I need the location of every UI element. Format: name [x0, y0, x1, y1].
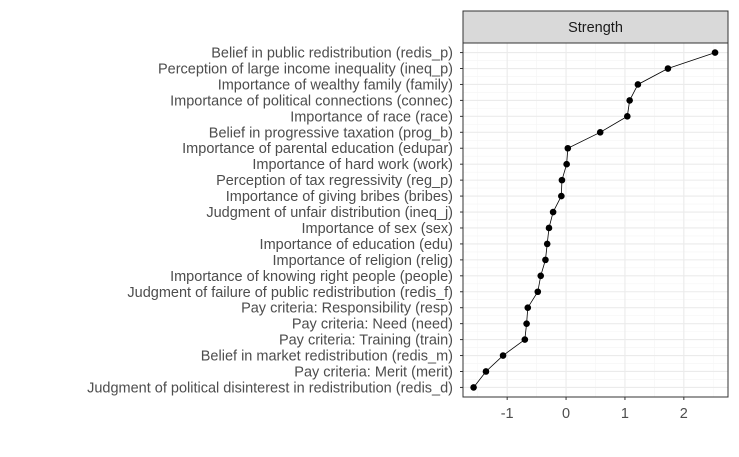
- y-tick-label: Importance of parental education (edupar…: [182, 141, 453, 157]
- y-tick-label: Pay criteria: Training (train): [279, 333, 453, 349]
- data-point: [624, 113, 631, 120]
- y-tick-label: Importance of political connections (con…: [170, 93, 453, 109]
- y-tick-label: Pay criteria: Merit (merit): [294, 364, 453, 380]
- x-tick-label: 2: [680, 406, 688, 422]
- panel-title: Strength: [568, 20, 623, 36]
- data-point: [549, 208, 557, 216]
- x-tick-label: 0: [562, 406, 570, 422]
- data-point: [563, 160, 570, 168]
- y-tick-label: Importance of wealthy family (family): [218, 77, 453, 93]
- y-axis-labels: Belief in public redistribution (redis_p…: [87, 46, 463, 396]
- data-point: [558, 176, 566, 184]
- data-point: [523, 320, 530, 327]
- y-tick-label: Importance of education (edu): [260, 237, 453, 253]
- data-point: [596, 128, 604, 136]
- y-tick-label: Importance of race (race): [290, 109, 453, 125]
- data-point: [524, 304, 532, 312]
- data-point: [470, 384, 477, 391]
- data-point: [558, 192, 565, 200]
- y-tick-label: Judgment of unfair distribution (ineq_j): [206, 205, 453, 221]
- y-tick-label: Belief in progressive taxation (prog_b): [209, 125, 453, 141]
- y-tick-label: Judgment of failure of public redistribu…: [127, 285, 453, 301]
- y-tick-label: Belief in public redistribution (redis_p…: [211, 46, 453, 62]
- y-tick-label: Importance of giving bribes (bribes): [226, 189, 453, 205]
- data-point: [499, 352, 507, 359]
- data-point: [482, 368, 490, 375]
- x-axis-labels: -1 0 1 2: [501, 397, 688, 422]
- series-line: [473, 52, 716, 388]
- data-point: [664, 65, 672, 72]
- data-point: [545, 224, 553, 232]
- grid: [463, 43, 728, 397]
- data-point: [543, 240, 551, 248]
- x-tick-label: 1: [621, 406, 629, 422]
- panel-border: [462, 42, 729, 398]
- data-point: [711, 49, 719, 56]
- data-point: [521, 336, 529, 343]
- y-tick-label: Pay criteria: Responsibility (resp): [241, 301, 453, 317]
- data-point: [626, 97, 633, 104]
- y-tick-label: Importance of hard work (work): [252, 157, 453, 173]
- y-tick-label: Importance of knowing right people (peop…: [170, 269, 453, 285]
- y-tick-label: Belief in market redistribution (redis_m…: [201, 349, 453, 365]
- data-point: [564, 144, 572, 152]
- y-tick-label: Perception of tax regressivity (reg_p): [216, 173, 453, 189]
- x-tick-label: -1: [501, 406, 514, 422]
- data-point: [542, 256, 549, 264]
- y-tick-label: Importance of religion (relig): [272, 253, 453, 269]
- data-point: [634, 81, 642, 88]
- y-tick-label: Importance of sex (sex): [302, 221, 454, 237]
- data-point: [534, 288, 542, 296]
- points: [470, 49, 719, 391]
- y-tick-label: Judgment of political disinterest in red…: [87, 380, 453, 396]
- data-point: [537, 272, 545, 280]
- y-tick-label: Pay criteria: Need (need): [292, 317, 453, 333]
- y-tick-label: Perception of large income inequality (i…: [158, 62, 453, 78]
- panel-strip: [462, 10, 729, 44]
